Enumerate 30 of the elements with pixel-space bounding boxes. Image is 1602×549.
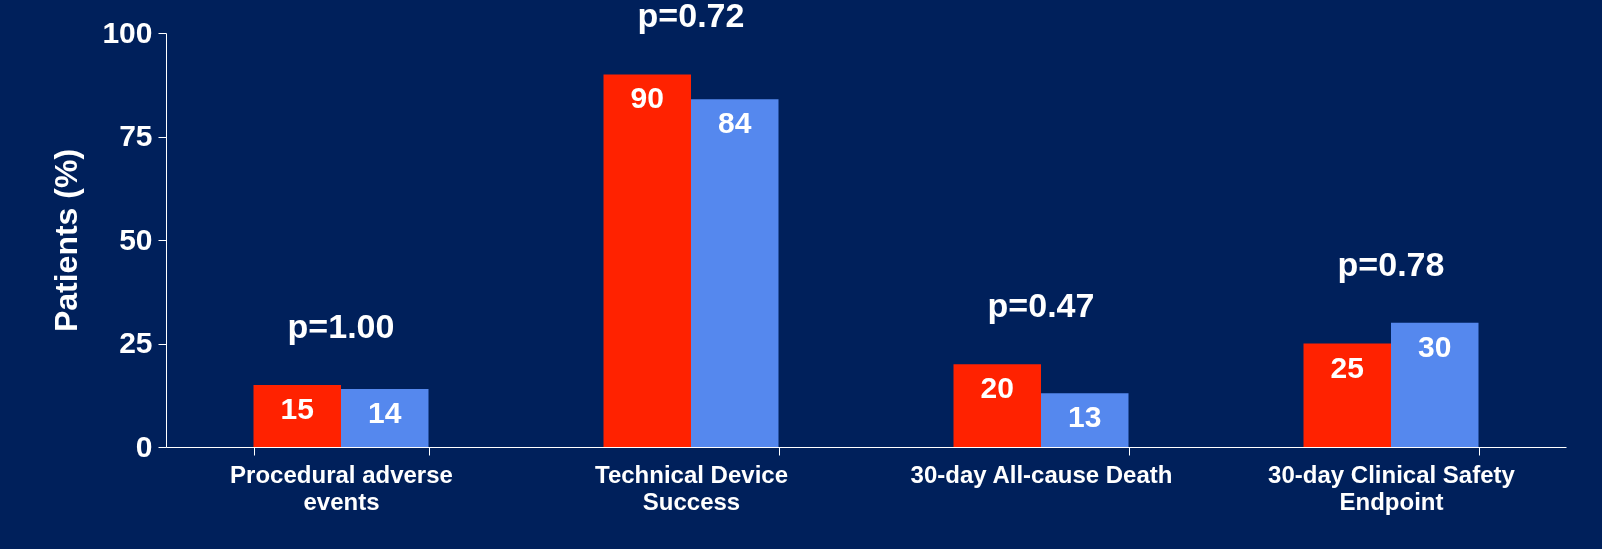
annotation: p=0.47 (987, 286, 1095, 325)
bar (953, 364, 1041, 447)
bar (603, 74, 691, 447)
bar (1391, 322, 1479, 447)
y-tick-label: 50 (119, 222, 153, 256)
y-tick-label: 75 (119, 119, 153, 152)
y-tick-label: 100 (102, 15, 153, 49)
bar (253, 384, 341, 447)
y-tick-label: 0 (135, 429, 153, 463)
data-label: 20 (980, 371, 1014, 405)
bar (1303, 343, 1391, 447)
y-tick-label: 25 (119, 326, 153, 359)
data-label: 13 (1068, 400, 1102, 434)
data-label: 84 (718, 106, 752, 140)
y-axis-title: Patients (%) (48, 148, 85, 333)
x-tick-label: Procedural adverse events (230, 460, 453, 515)
data-label: 15 (280, 391, 314, 425)
bar (341, 389, 429, 447)
annotation: p=1.00 (287, 306, 395, 345)
data-label: 30 (1418, 329, 1452, 363)
data-label: 90 (630, 81, 664, 115)
annotation: p=0.78 (1337, 244, 1445, 283)
x-tick-label: Technical Device Success (595, 460, 788, 515)
annotation: p=0.72 (637, 0, 745, 35)
x-tick-label: 30-day Clinical Safety Endpoint (1268, 460, 1516, 515)
bar (691, 99, 779, 447)
x-tick-label: 30-day All-cause Death (910, 460, 1173, 488)
bar (1041, 393, 1129, 447)
data-label: 25 (1330, 350, 1364, 384)
data-label: 14 (368, 396, 402, 430)
